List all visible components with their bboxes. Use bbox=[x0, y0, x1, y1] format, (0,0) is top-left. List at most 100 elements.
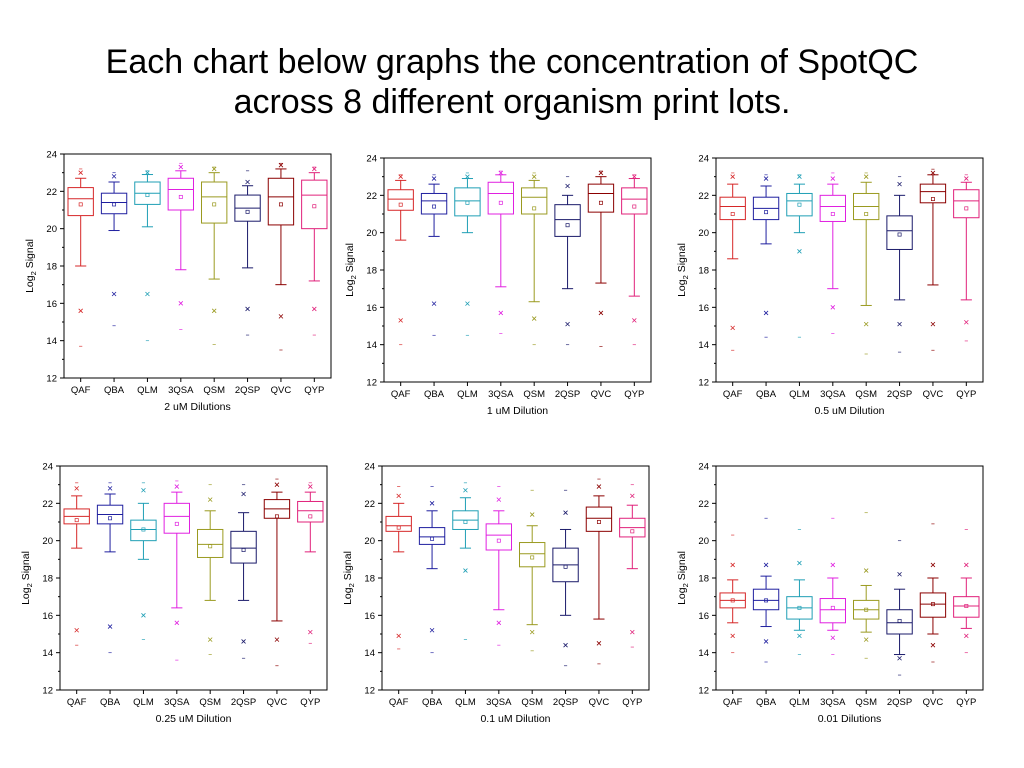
box-body bbox=[953, 596, 980, 618]
x-tick-label: QBA bbox=[104, 385, 125, 396]
outlier-marker bbox=[463, 568, 468, 573]
box-body bbox=[587, 183, 615, 213]
box-qyp bbox=[301, 166, 328, 336]
chart-2um: 12 14 16 18 20 22 24 Log2 Signal QAF QBA QLM 3QSA QS… bbox=[18, 140, 338, 435]
box-qlm bbox=[786, 174, 813, 338]
y-tick-label: 18 bbox=[46, 262, 57, 273]
y-tick-label: 20 bbox=[698, 536, 709, 547]
x-tick-label: 3QSA bbox=[168, 385, 194, 396]
y-tick-label: 16 bbox=[698, 611, 709, 622]
x-tick-label: 3QSA bbox=[486, 697, 512, 708]
y-tick-label: 14 bbox=[366, 340, 377, 351]
box-body bbox=[521, 187, 548, 215]
outlier-marker bbox=[596, 484, 602, 489]
outlier-marker bbox=[897, 181, 902, 187]
outlier-marker bbox=[241, 639, 246, 644]
outlier-marker bbox=[429, 627, 435, 633]
x-tick-label: QSM bbox=[203, 385, 225, 396]
box-plot-svg: 12 14 16 18 20 22 24 Log2 Signal QAF QBA QLM 3QSA QS… bbox=[676, 462, 984, 725]
outlier-marker bbox=[107, 624, 113, 629]
mean-marker bbox=[212, 202, 217, 207]
box-body bbox=[267, 177, 295, 226]
x-tick-label: QLM bbox=[457, 389, 478, 400]
mean-marker bbox=[764, 210, 769, 215]
x-tick-label: QAF bbox=[391, 389, 411, 400]
y-tick-label: 22 bbox=[364, 499, 375, 510]
box-qba bbox=[752, 174, 780, 338]
outlier-marker bbox=[241, 491, 246, 497]
box-body bbox=[420, 192, 448, 215]
outlier-marker bbox=[763, 639, 769, 644]
box-qvc bbox=[919, 168, 947, 351]
outlier-marker bbox=[730, 174, 735, 179]
mean-marker bbox=[498, 200, 503, 205]
box-qlm bbox=[454, 172, 481, 336]
y-tick-label: 16 bbox=[42, 611, 53, 622]
box-plot-svg: 12 14 16 18 20 22 24 Log2 Signal QAF QBA QLM 3QSA QS… bbox=[20, 462, 328, 725]
slide-title-line-1: Each chart below graphs the concentratio… bbox=[105, 43, 919, 81]
y-tick-label: 20 bbox=[364, 536, 375, 547]
outlier-marker bbox=[211, 308, 217, 314]
mean-marker bbox=[145, 193, 150, 198]
y-tick-label: 22 bbox=[698, 499, 709, 510]
y-tick-label: 20 bbox=[698, 228, 709, 239]
outlier-marker bbox=[598, 310, 604, 316]
outlier-marker bbox=[763, 310, 769, 316]
box-body bbox=[297, 500, 324, 523]
outlier-marker bbox=[964, 562, 969, 568]
mean-marker bbox=[432, 204, 437, 209]
y-tick-label: 18 bbox=[42, 574, 53, 585]
y-tick-label: 24 bbox=[46, 150, 57, 161]
box-qaf bbox=[67, 168, 94, 347]
box-qsm bbox=[521, 172, 548, 346]
box-plot-svg: 12 14 16 18 20 22 24 Log2 Signal QAF QBA QLM 3QSA QS… bbox=[342, 462, 650, 725]
plot-frame bbox=[715, 465, 984, 691]
outlier-marker bbox=[496, 620, 502, 626]
outlier-marker bbox=[930, 321, 936, 327]
box-body bbox=[786, 192, 813, 217]
outlier-marker bbox=[529, 512, 535, 517]
box-2qsp bbox=[554, 176, 581, 346]
y-tick-label: 12 bbox=[366, 378, 377, 389]
outlier-marker bbox=[141, 487, 146, 493]
x-tick-label: 3QSA bbox=[164, 697, 190, 708]
outlier-marker bbox=[431, 176, 437, 181]
box-body bbox=[163, 502, 190, 534]
outlier-marker bbox=[398, 318, 403, 323]
outlier-marker bbox=[498, 310, 504, 316]
x-tick-label: QAF bbox=[389, 697, 409, 708]
outlier-marker bbox=[274, 482, 280, 487]
y-tick-label: 24 bbox=[364, 462, 375, 473]
outlier-marker bbox=[730, 562, 735, 568]
box-2qsp bbox=[234, 170, 261, 336]
x-axis-label: 0.01 Dilutions bbox=[818, 713, 882, 725]
y-axis-label: Log2 Signal bbox=[676, 551, 690, 605]
outlier-marker bbox=[174, 484, 180, 489]
outlier-marker bbox=[174, 620, 180, 626]
outlier-marker bbox=[431, 301, 437, 306]
outlier-marker bbox=[897, 321, 902, 327]
y-tick-label: 16 bbox=[366, 303, 377, 314]
chart-0-01um: 12 14 16 18 20 22 24 Log2 Signal QAF QBA QLM 3QSA QS… bbox=[670, 452, 990, 747]
box-body bbox=[919, 592, 947, 618]
y-tick-label: 18 bbox=[698, 574, 709, 585]
mean-marker bbox=[532, 206, 537, 211]
outlier-marker bbox=[797, 633, 802, 639]
box-body bbox=[197, 528, 224, 558]
outlier-marker bbox=[930, 642, 936, 648]
box-qvc bbox=[267, 162, 295, 351]
outlier-marker bbox=[111, 174, 117, 179]
outlier-marker bbox=[531, 174, 537, 179]
x-tick-label: 2QSP bbox=[235, 385, 260, 396]
box-body bbox=[886, 609, 913, 635]
box-qvc bbox=[919, 523, 947, 663]
outlier-marker bbox=[630, 629, 635, 635]
box-plot-svg: 12 14 16 18 20 22 24 Log2 Signal QAF QBA QLM 3QSA QS… bbox=[24, 150, 332, 413]
mean-marker bbox=[312, 204, 317, 209]
x-tick-label: QBA bbox=[756, 389, 777, 400]
outlier-marker bbox=[830, 635, 836, 641]
y-tick-label: 18 bbox=[364, 574, 375, 585]
y-tick-label: 22 bbox=[42, 499, 53, 510]
x-tick-label: QVC bbox=[589, 697, 610, 708]
box-qvc bbox=[585, 478, 613, 665]
